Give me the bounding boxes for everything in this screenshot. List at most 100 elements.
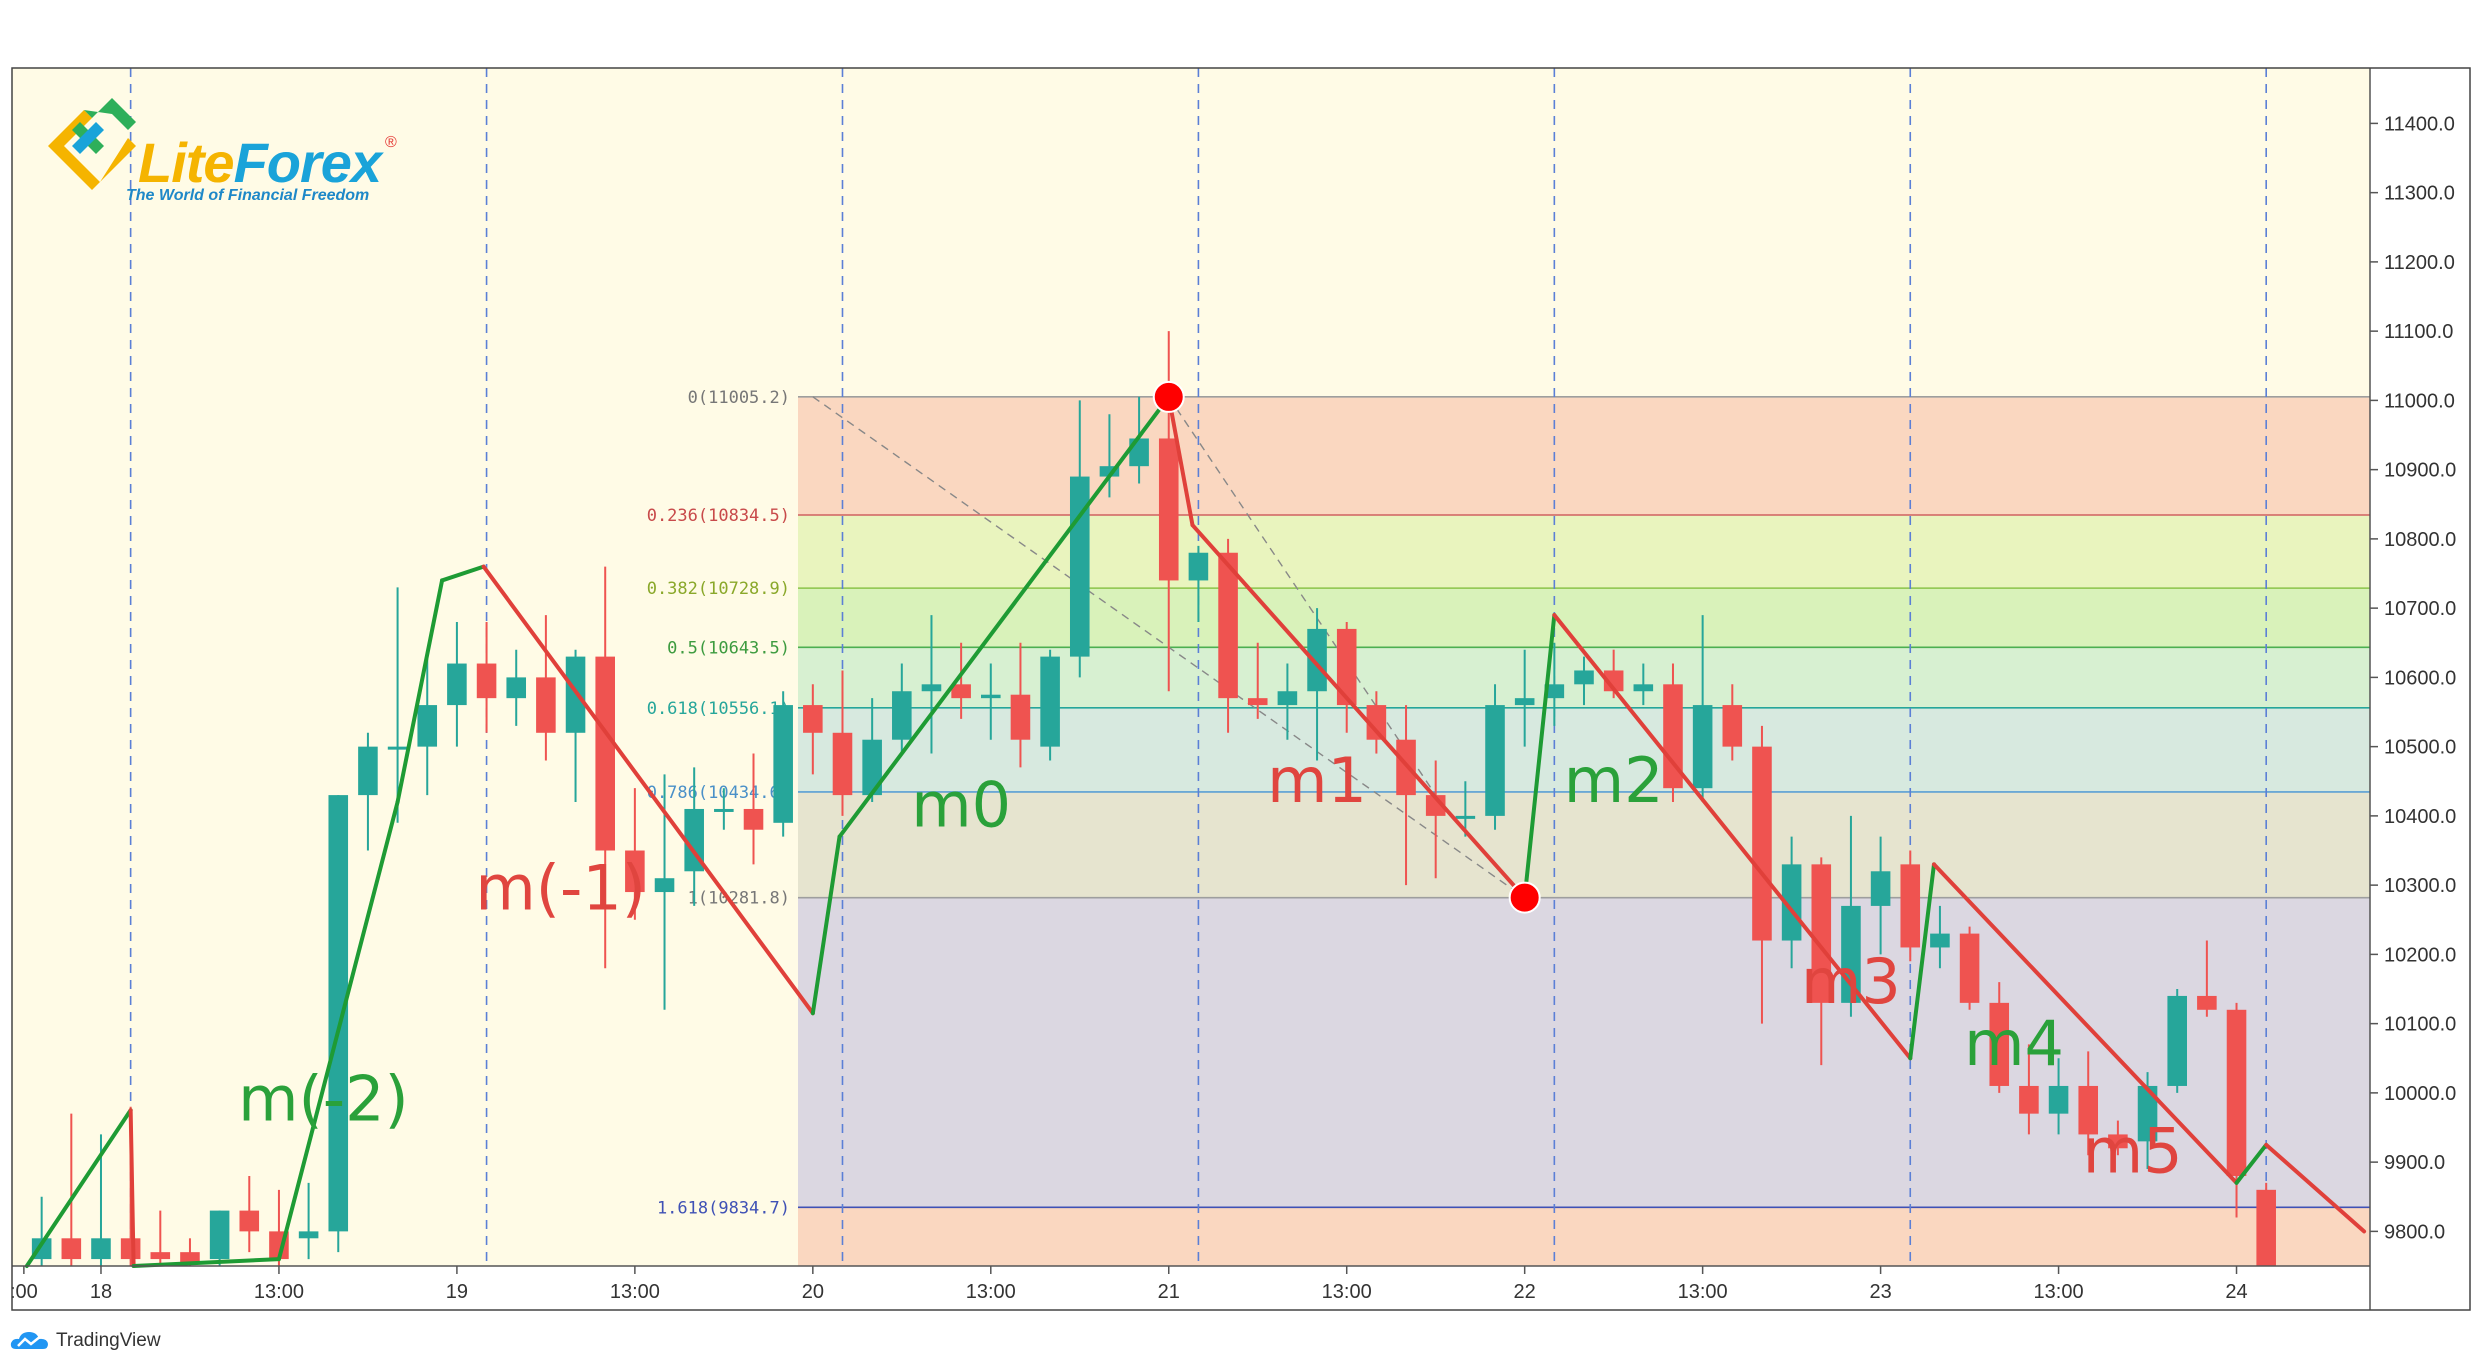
candle-body [239, 1210, 260, 1232]
candle-body [892, 691, 912, 740]
candle-body [91, 1238, 111, 1260]
candle-body [714, 808, 734, 812]
fib-level-label: 0.5(10643.5) [667, 638, 790, 658]
candle [1366, 691, 1387, 754]
wave-label: m4 [1964, 1007, 2064, 1080]
wave-annotations: m(-2) m(-1) m0 m1 m2 m3 m4 m5 [238, 744, 2183, 1187]
candle [1722, 684, 1743, 761]
candle-body [1811, 864, 1832, 1003]
x-tick-label: 19 [446, 1281, 468, 1303]
fib-zone [798, 791, 2370, 898]
candle-body [120, 1238, 141, 1260]
candle [476, 621, 497, 733]
candle [61, 1113, 82, 1266]
candle-body [1959, 933, 1980, 1003]
candle-body [1307, 628, 1327, 692]
x-tick-label: 13:00 [1678, 1281, 1728, 1303]
fib-zone [798, 707, 2370, 792]
candle [1188, 545, 1209, 622]
zigzag-segment [837, 394, 1171, 839]
fib-channel-line [1168, 396, 1437, 796]
y-tick-label: 9800.0 [2384, 1221, 2445, 1243]
candle-body [1603, 670, 1624, 692]
candle-body [328, 795, 349, 1232]
x-tick-label: 21 [1158, 1281, 1180, 1303]
candle [1811, 857, 1832, 1066]
candle-body [832, 732, 853, 796]
candle-body [625, 850, 645, 893]
candle [1040, 649, 1060, 761]
candle-body [1900, 864, 1921, 948]
zigzag-segment [131, 1257, 281, 1268]
y-tick-label: 11100.0 [2384, 321, 2453, 343]
candle [1870, 836, 1891, 955]
candle [1663, 663, 1683, 803]
logo-registered-mark: ® [385, 134, 397, 151]
candles [31, 331, 2276, 1266]
candle [1900, 850, 1921, 962]
candle-body [1247, 698, 1268, 706]
candle-body [2226, 1009, 2247, 1176]
candle-body [1633, 684, 1654, 692]
candle-body [209, 1210, 230, 1260]
candle [1781, 836, 1802, 969]
candle-body [358, 746, 378, 796]
x-tick-label: 22 [1514, 1281, 1536, 1303]
y-tick-label: 10600.0 [2384, 667, 2456, 689]
candle [2197, 940, 2217, 1017]
zigzag-segment [1522, 613, 1557, 900]
y-axis: 11400.0 11300.0 11200.0 11100.0 11000.0 10900… [2369, 68, 2456, 1310]
candle-body [1752, 746, 1772, 941]
zigzag-segment [395, 578, 445, 805]
x-axis: :00 18 13:00 19 13:00 20 13:00 21 13:00 22 13:00 23… [10, 1265, 2370, 1303]
y-tick-label: 10000.0 [2384, 1083, 2456, 1105]
zigzag-segment [1190, 523, 1527, 900]
plot-area [12, 68, 2370, 1266]
candle [1485, 684, 1505, 830]
candle [150, 1210, 171, 1266]
candle-body [595, 656, 615, 851]
candle [1989, 982, 2010, 1093]
candle-body [536, 677, 556, 733]
candle [625, 788, 645, 920]
wave-label: m(-1) [475, 851, 646, 924]
candle-body [1663, 684, 1683, 789]
zigzag-segment [2264, 1142, 2367, 1234]
x-tick-label: 13:00 [610, 1281, 660, 1303]
candle-body [1336, 628, 1357, 706]
x-tick-label: 20 [802, 1281, 824, 1303]
candle-body [1366, 705, 1387, 740]
candle-body [862, 739, 882, 796]
candle [1307, 608, 1327, 761]
candle [862, 698, 882, 803]
y-tick-label: 11300.0 [2384, 183, 2455, 205]
candle-body [1514, 698, 1535, 706]
candle-body [1692, 705, 1713, 789]
pivot-markers [1152, 380, 1541, 914]
candle-body [2137, 1085, 2158, 1142]
x-tick-label: 13:00 [966, 1281, 1016, 1303]
candle-body [476, 663, 497, 699]
zigzag-segment [481, 564, 815, 1016]
candle-body [447, 663, 467, 706]
candle [1010, 642, 1031, 768]
zigzag-segment [276, 800, 400, 1262]
zigzag-segment [810, 834, 842, 1016]
wave-label: m5 [2083, 1115, 2183, 1188]
candle-body [387, 746, 408, 750]
tradingview-credit[interactable]: TradingView [10, 1326, 161, 1356]
candle [981, 663, 1001, 740]
y-tick-label: 10100.0 [2384, 1014, 2456, 1036]
candle [2048, 1058, 2069, 1135]
candle-body [1930, 933, 1950, 948]
candle [743, 753, 764, 865]
y-tick-label: 10400.0 [2384, 806, 2456, 828]
y-tick-label: 11000.0 [2384, 390, 2455, 412]
candle [1544, 642, 1565, 726]
zigzag-segment [24, 1108, 133, 1268]
candle [803, 684, 823, 775]
candle-body [1544, 684, 1565, 699]
candle-body [2108, 1134, 2128, 1149]
candle [892, 663, 912, 754]
candle-body [951, 684, 971, 699]
